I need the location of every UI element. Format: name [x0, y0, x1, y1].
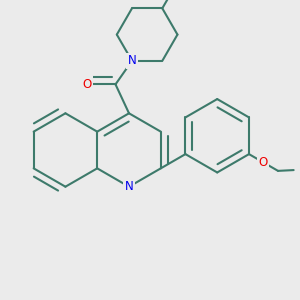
- Text: N: N: [128, 54, 136, 67]
- Text: O: O: [82, 78, 92, 91]
- Text: N: N: [124, 180, 134, 193]
- Text: O: O: [258, 156, 267, 169]
